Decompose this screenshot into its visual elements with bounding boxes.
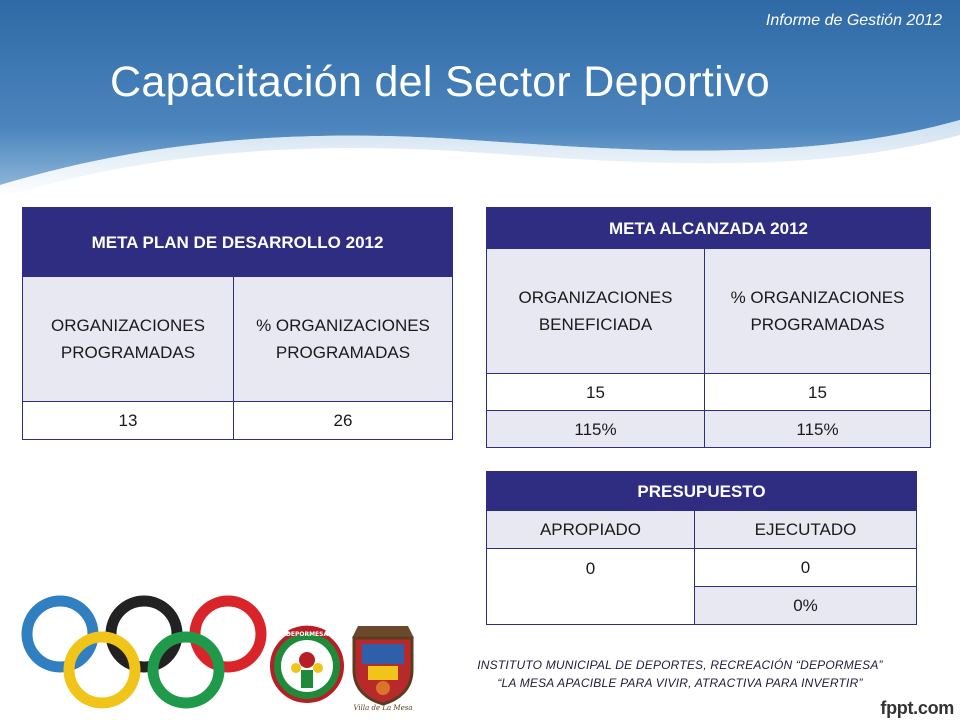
meta-plan-table: META PLAN DE DESARROLLO 2012 ORGANIZACIO…	[22, 207, 453, 440]
meta-alcanzada-table: META ALCANZADA 2012 ORGANIZACIONES BENEF…	[485, 207, 932, 448]
meta-alcanzada-row1-col2: 15	[703, 373, 932, 411]
fppt-brand: fppt.com	[880, 698, 954, 718]
header-wave-background	[0, 0, 960, 198]
meta-alcanzada-col1-label: ORGANIZACIONES BENEFICIADA	[486, 248, 705, 374]
presupuesto-row1-col2: 0	[693, 548, 918, 587]
meta-alcanzada-row2-col2: 115%	[703, 410, 932, 448]
municipal-shield-logo: Villa de La Mesa	[344, 620, 422, 712]
deportes-institute-logo: DEPORMESA	[268, 622, 346, 710]
meta-plan-col1-value: 13	[22, 401, 234, 440]
svg-text:DEPORMESA: DEPORMESA	[286, 631, 329, 638]
olympic-rings-logo	[21, 595, 267, 709]
meta-plan-col2-value: 26	[233, 401, 453, 440]
presupuesto-header: PRESUPUESTO	[485, 471, 918, 511]
svg-text:Villa de La Mesa: Villa de La Mesa	[353, 704, 412, 712]
institute-slogan: “LA MESA APACIBLE PARA VIVIR, ATRACTIVA …	[497, 676, 863, 690]
meta-alcanzada-row2-col1: 115%	[486, 410, 705, 448]
meta-alcanzada-header: META ALCANZADA 2012	[485, 207, 932, 249]
meta-alcanzada-col2-label: % ORGANIZACIONES PROGRAMADAS	[703, 248, 932, 374]
meta-plan-col2-label: % ORGANIZACIONES PROGRAMADAS	[233, 276, 453, 402]
presupuesto-col2-label: EJECUTADO	[693, 510, 918, 549]
institute-name: INSTITUTO MUNICIPAL DE DEPORTES, RECREAC…	[477, 658, 883, 672]
presupuesto-row2-col2: 0%	[693, 586, 918, 625]
presupuesto-col1-label: APROPIADO	[486, 510, 695, 549]
presupuesto-table: PRESUPUESTO APROPIADO EJECUTADO 0 0 0%	[485, 471, 918, 625]
presupuesto-row1-col1: 0	[486, 548, 695, 625]
meta-plan-header: META PLAN DE DESARROLLO 2012	[22, 207, 453, 277]
meta-alcanzada-row1-col1: 15	[486, 373, 705, 411]
report-label: Informe de Gestión 2012	[765, 12, 942, 29]
meta-plan-col1-label: ORGANIZACIONES PROGRAMADAS	[22, 276, 234, 402]
page-title: Capacitación del Sector Deportivo	[110, 58, 771, 106]
